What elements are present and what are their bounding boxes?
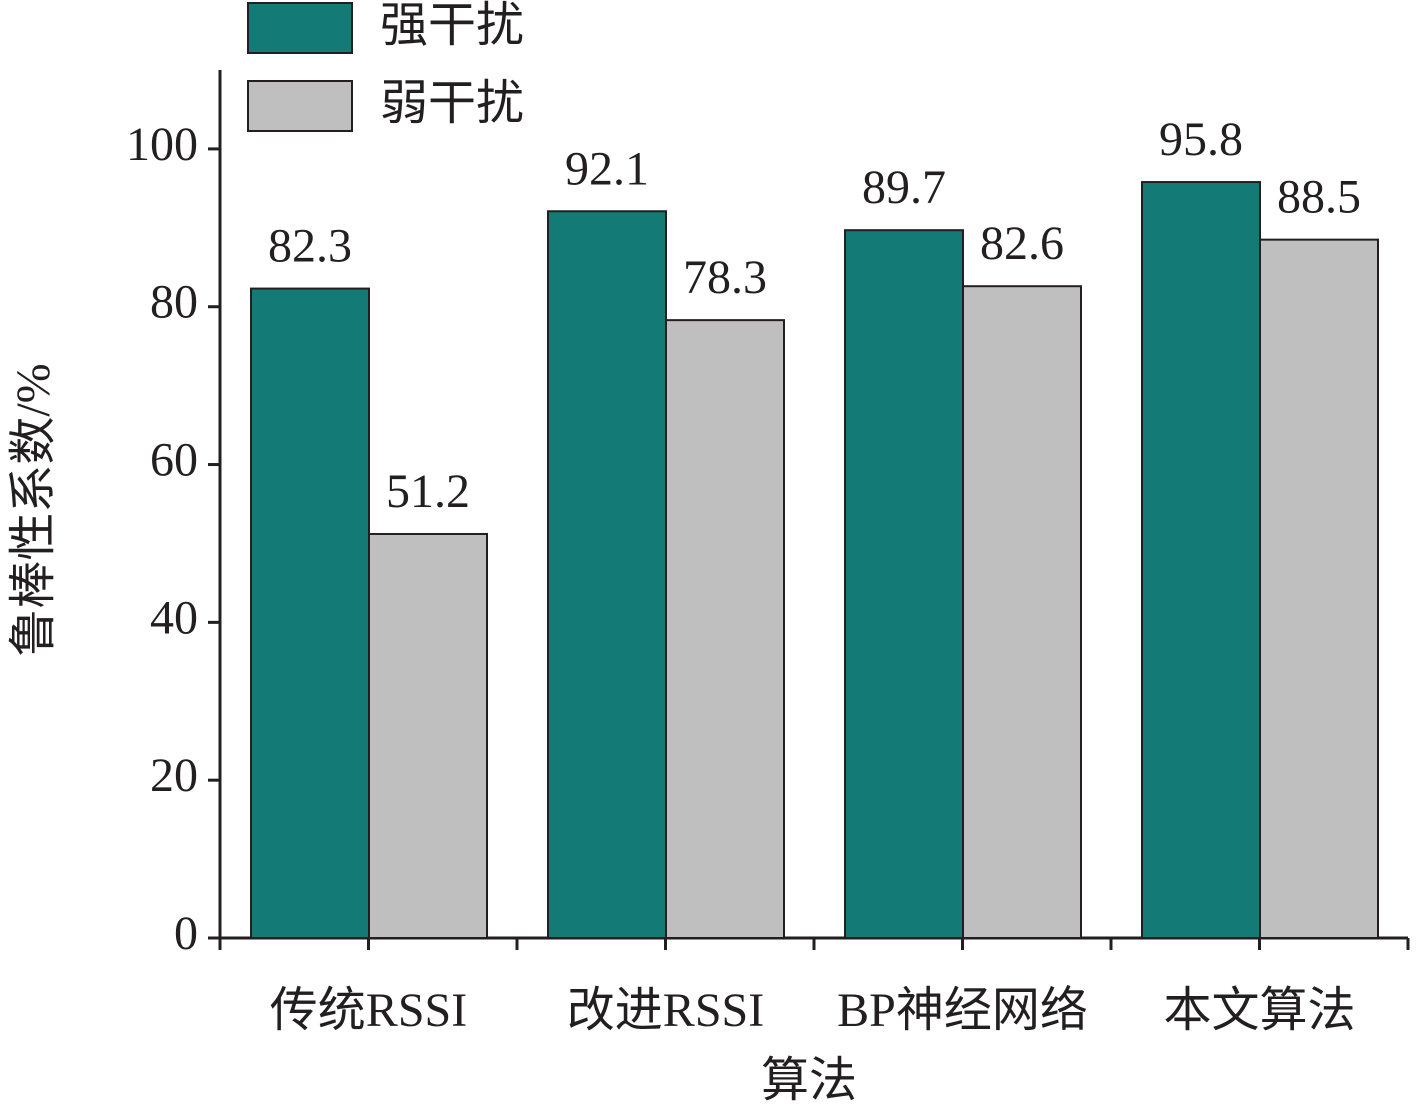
bar (844, 229, 964, 940)
x-tick-label: 改进RSSI (567, 984, 764, 1037)
legend-label: 弱干扰 (380, 77, 524, 130)
bar (368, 532, 488, 940)
x-axis-label: 算法 (761, 1054, 857, 1107)
bar (250, 287, 370, 939)
value-label: 89.7 (862, 161, 946, 214)
value-label: 82.3 (268, 220, 352, 273)
bar (665, 319, 785, 939)
y-tick-label: 80 (150, 276, 198, 329)
value-label: 92.1 (565, 142, 649, 195)
y-axis-label: 鲁棒性系数/% (7, 363, 60, 656)
x-tick-label: 传统RSSI (270, 984, 467, 1037)
x-tick-label: BP神经网络 (837, 984, 1088, 1037)
value-label: 51.2 (386, 465, 470, 518)
y-tick-label: 0 (174, 907, 198, 960)
legend-label: 强干扰 (380, 0, 524, 52)
bar (547, 210, 667, 940)
value-label: 95.8 (1159, 113, 1243, 166)
bar (962, 285, 1082, 939)
value-label: 78.3 (683, 251, 767, 304)
value-label: 82.6 (980, 217, 1064, 270)
y-tick-label: 100 (126, 118, 198, 171)
bar (1259, 238, 1379, 939)
x-tick-label: 本文算法 (1163, 984, 1355, 1037)
legend-swatch (247, 80, 353, 132)
bar (1141, 181, 1261, 939)
value-label: 88.5 (1277, 171, 1361, 224)
y-tick-label: 20 (150, 749, 198, 802)
y-tick-label: 40 (150, 591, 198, 644)
legend-swatch (247, 2, 353, 54)
y-tick-label: 60 (150, 434, 198, 487)
